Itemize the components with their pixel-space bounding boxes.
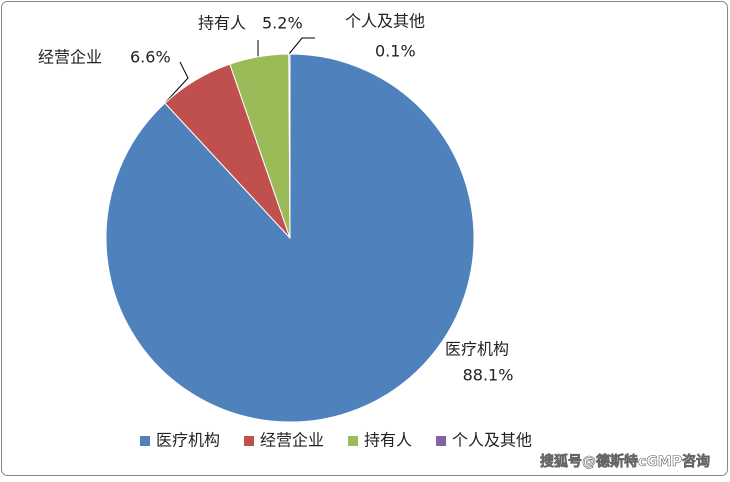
- legend-swatch: [140, 436, 150, 446]
- data-label: 0.1%: [375, 42, 416, 61]
- legend-swatch: [436, 436, 447, 446]
- slice-label: 医疗机构: [445, 340, 509, 359]
- data-label: 6.6%: [130, 48, 171, 67]
- legend-label: 个人及其他: [452, 431, 532, 450]
- watermark: 搜狐号@德斯特cGMP咨询: [540, 453, 710, 470]
- leader-line: [288, 37, 315, 55]
- slice-label: 经营企业: [38, 48, 102, 67]
- legend-swatch: [348, 436, 359, 446]
- slice-label: 持有人: [198, 14, 246, 33]
- legend-label: 持有人: [364, 431, 412, 450]
- pie-slice: [288, 53, 291, 239]
- legend-swatch: [244, 436, 255, 446]
- data-label: 88.1%: [463, 366, 514, 385]
- slice-label: 个人及其他: [345, 12, 425, 31]
- leader-line: [164, 61, 189, 104]
- legend-label: 经营企业: [260, 431, 324, 450]
- data-label: 5.2%: [262, 14, 303, 33]
- legend-label: 医疗机构: [156, 431, 220, 450]
